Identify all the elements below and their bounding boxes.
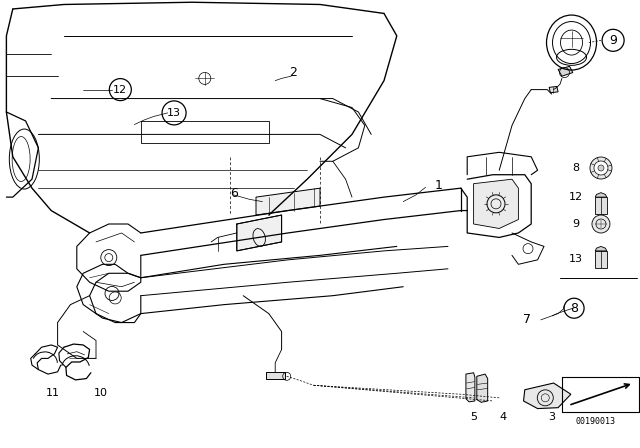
Text: 8: 8	[572, 163, 580, 173]
Text: 3: 3	[548, 412, 555, 422]
Text: 12: 12	[569, 192, 583, 202]
Polygon shape	[256, 188, 320, 215]
Circle shape	[109, 78, 131, 101]
Circle shape	[598, 165, 604, 171]
Text: 1: 1	[435, 179, 442, 193]
Polygon shape	[595, 246, 607, 251]
Polygon shape	[266, 372, 285, 379]
Text: 12: 12	[113, 85, 127, 95]
Text: 8: 8	[570, 302, 578, 315]
Text: 4: 4	[499, 412, 507, 422]
Polygon shape	[466, 373, 475, 402]
Polygon shape	[474, 179, 518, 228]
Text: 2: 2	[289, 66, 297, 79]
Text: 6: 6	[230, 187, 237, 200]
Text: 9: 9	[572, 219, 580, 229]
Polygon shape	[549, 86, 558, 93]
Polygon shape	[524, 383, 571, 409]
Circle shape	[594, 161, 608, 175]
Text: 7: 7	[523, 313, 531, 327]
Polygon shape	[477, 374, 488, 402]
Text: 13: 13	[167, 108, 181, 118]
Text: 00190013: 00190013	[575, 417, 615, 426]
Text: 13: 13	[569, 254, 583, 264]
Polygon shape	[595, 197, 607, 214]
Text: 5: 5	[470, 412, 477, 422]
Text: 11: 11	[45, 388, 60, 398]
Circle shape	[590, 157, 612, 179]
Circle shape	[564, 298, 584, 318]
Circle shape	[162, 101, 186, 125]
Polygon shape	[595, 193, 607, 197]
Text: 10: 10	[94, 388, 108, 398]
Polygon shape	[595, 251, 607, 268]
Circle shape	[602, 29, 624, 52]
Circle shape	[592, 215, 610, 233]
Polygon shape	[237, 215, 282, 251]
Text: 9: 9	[609, 34, 617, 47]
Polygon shape	[558, 66, 573, 76]
